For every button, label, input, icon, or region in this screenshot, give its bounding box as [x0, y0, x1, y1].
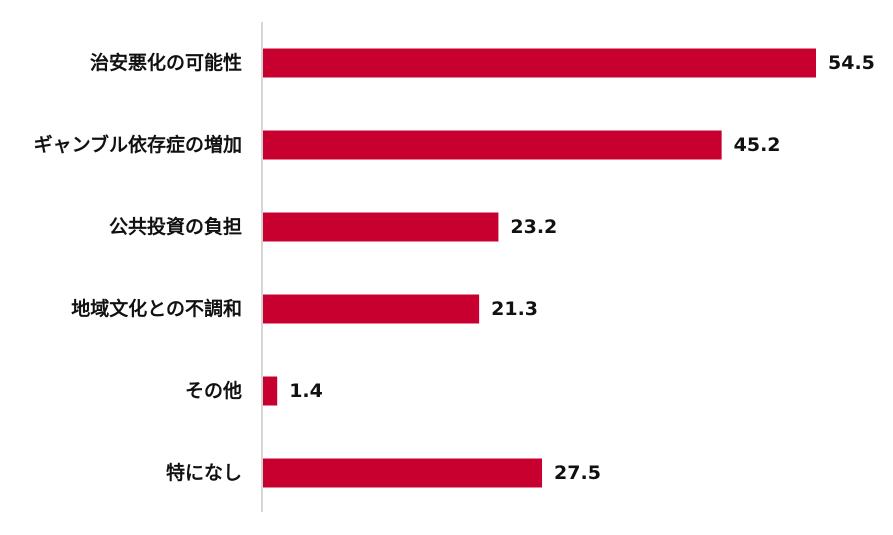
category-labels-group: 治安悪化の可能性ギャンブル依存症の増加公共投資の負担地域文化との不調和その他特に… — [34, 51, 242, 484]
bar — [263, 294, 480, 324]
data-label: 45.2 — [734, 134, 781, 156]
bar — [263, 458, 543, 488]
category-label: ギャンブル依存症の増加 — [34, 133, 242, 156]
category-label: 地域文化との不調和 — [71, 297, 242, 320]
data-label: 1.4 — [289, 380, 323, 402]
category-label: 公共投資の負担 — [109, 215, 242, 238]
category-label: その他 — [185, 379, 242, 402]
category-label: 治安悪化の可能性 — [90, 51, 242, 74]
bar — [263, 130, 722, 160]
category-label: 特になし — [166, 462, 242, 484]
data-label: 23.2 — [510, 216, 557, 238]
data-label: 27.5 — [554, 462, 601, 484]
bar — [263, 48, 816, 78]
data-label: 21.3 — [491, 298, 538, 320]
value-labels-group: 54.5 45.2 23.2 21.3 1.4 27.5 — [289, 52, 875, 484]
bars-group — [263, 48, 816, 488]
bar — [263, 212, 499, 242]
bar — [263, 376, 278, 406]
data-label: 54.5 — [828, 52, 875, 74]
